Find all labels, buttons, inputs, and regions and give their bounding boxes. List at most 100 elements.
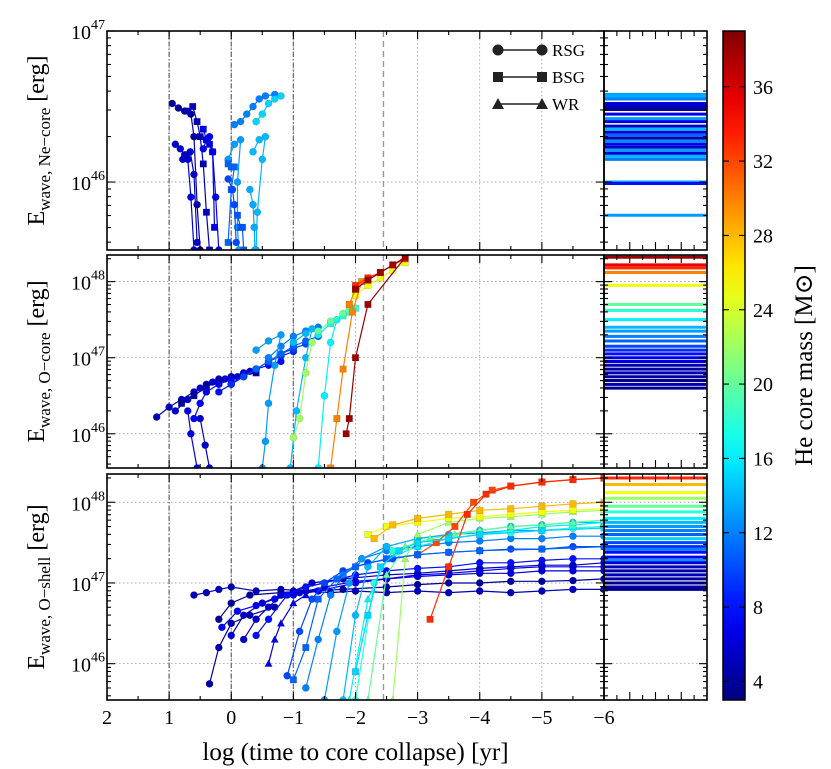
rsg-point	[507, 545, 515, 553]
bsg-point	[476, 531, 484, 539]
rsg-point	[308, 338, 316, 347]
bsg-point	[302, 644, 310, 652]
bsg-point	[401, 255, 409, 261]
rsg-point	[264, 337, 273, 345]
rsg-point	[538, 556, 546, 565]
rsg-point	[264, 99, 273, 108]
wr-point	[401, 554, 410, 562]
y-tick-label: 10	[71, 22, 91, 44]
rsg-point	[246, 591, 254, 599]
y-tick-exponent: 46	[91, 169, 105, 184]
rsg-point	[326, 317, 335, 325]
legend-triangle-marker	[492, 98, 504, 109]
wr-point	[264, 659, 273, 667]
bsg-point	[600, 505, 604, 513]
rsg-point	[215, 643, 223, 652]
rsg-point	[171, 140, 180, 149]
axes-layer	[106, 30, 708, 701]
rsg-point	[333, 627, 341, 636]
bsg-point	[414, 514, 422, 522]
rsg-point	[246, 611, 254, 620]
colorbar-tick-label: 16	[753, 448, 773, 470]
colorbar: 4 8 12 16 20 24 28 32 36 He core mass [M⊙]	[722, 30, 818, 701]
colorbar-tick-label: 28	[753, 225, 773, 247]
wr-point	[276, 618, 286, 627]
rsg-point	[270, 95, 279, 103]
legend-square-marker	[493, 72, 503, 82]
y-tick-exponent: 48	[91, 269, 105, 284]
colorbar-tick-label: 8	[753, 597, 763, 619]
y-axis-label: Ewave, Ne−core [erg]	[24, 56, 54, 226]
rsg-point	[187, 429, 195, 438]
y-axis-label: Ewave, O−shell [erg]	[24, 504, 54, 669]
bsg-point	[538, 527, 546, 535]
rsg-point	[252, 587, 260, 595]
bsg-point	[376, 563, 384, 571]
y-tick-label: 10	[71, 493, 91, 515]
rsg-point	[215, 388, 223, 396]
bsg-point	[352, 668, 360, 676]
bsg-point	[202, 208, 210, 216]
wr-point	[382, 570, 391, 579]
bsg-point	[238, 223, 246, 231]
rsg-point	[252, 631, 260, 640]
bsg-point	[507, 482, 515, 490]
bsg-point	[339, 365, 347, 373]
legend-triangle-marker	[536, 98, 548, 109]
rsg-point	[227, 380, 236, 389]
rsg-point	[174, 104, 183, 112]
wr-point	[568, 518, 578, 526]
data-layer	[152, 90, 707, 700]
bsg-point	[314, 595, 322, 603]
rsg-point	[538, 534, 546, 543]
rsg-point	[339, 585, 347, 594]
rsg-point	[320, 579, 329, 587]
rsg-point	[176, 145, 185, 153]
rsg-point	[292, 407, 301, 415]
x-tick-label: −2	[345, 707, 366, 729]
y-axis-label-main: E	[24, 211, 50, 226]
rsg-point	[190, 591, 198, 599]
rsg-point	[249, 102, 257, 111]
rsg-point	[538, 587, 546, 595]
wr-point	[289, 598, 298, 607]
rsg-point	[215, 380, 223, 389]
bsg-point	[352, 563, 360, 571]
y-tick-label: 10	[71, 655, 91, 677]
bsg-point	[348, 308, 356, 316]
bsg-point	[342, 430, 350, 438]
y-axis-label-sub: wave, O−core	[35, 333, 54, 428]
legend-label: BSG	[552, 68, 585, 87]
y-axis-label-unit: [erg]	[24, 56, 50, 108]
rsg-point	[230, 140, 239, 149]
y-axis-label-main: E	[24, 655, 50, 670]
rsg-point	[233, 607, 242, 616]
rsg-point	[215, 615, 223, 624]
rsg-point	[569, 542, 577, 551]
y-tick-exponent: 47	[91, 570, 105, 585]
rsg-point	[264, 353, 273, 362]
colorbar-tick-label: 4	[753, 671, 763, 693]
rsg-point	[270, 595, 279, 603]
wr-point	[413, 530, 422, 538]
x-tick-label: 0	[226, 707, 236, 729]
rsg-point	[475, 558, 484, 567]
x-tick-label: −5	[531, 707, 552, 729]
rsg-point	[444, 579, 453, 587]
bsg-point	[569, 500, 577, 508]
bsg-point	[395, 547, 403, 555]
track-line	[367, 519, 604, 700]
bsg-point	[352, 285, 360, 293]
rsg-point	[569, 554, 577, 563]
bsg-point	[389, 261, 397, 269]
legend-circle-marker	[536, 44, 548, 56]
bsg-point	[432, 539, 440, 547]
colorbar-tick-label: 32	[753, 151, 773, 173]
rsg-point	[199, 145, 208, 153]
rsg-point	[202, 388, 211, 396]
rsg-point	[187, 193, 195, 201]
rsg-point	[202, 588, 211, 597]
bsg-point	[233, 211, 241, 219]
rsg-point	[255, 95, 264, 103]
bsg-point	[476, 513, 484, 521]
